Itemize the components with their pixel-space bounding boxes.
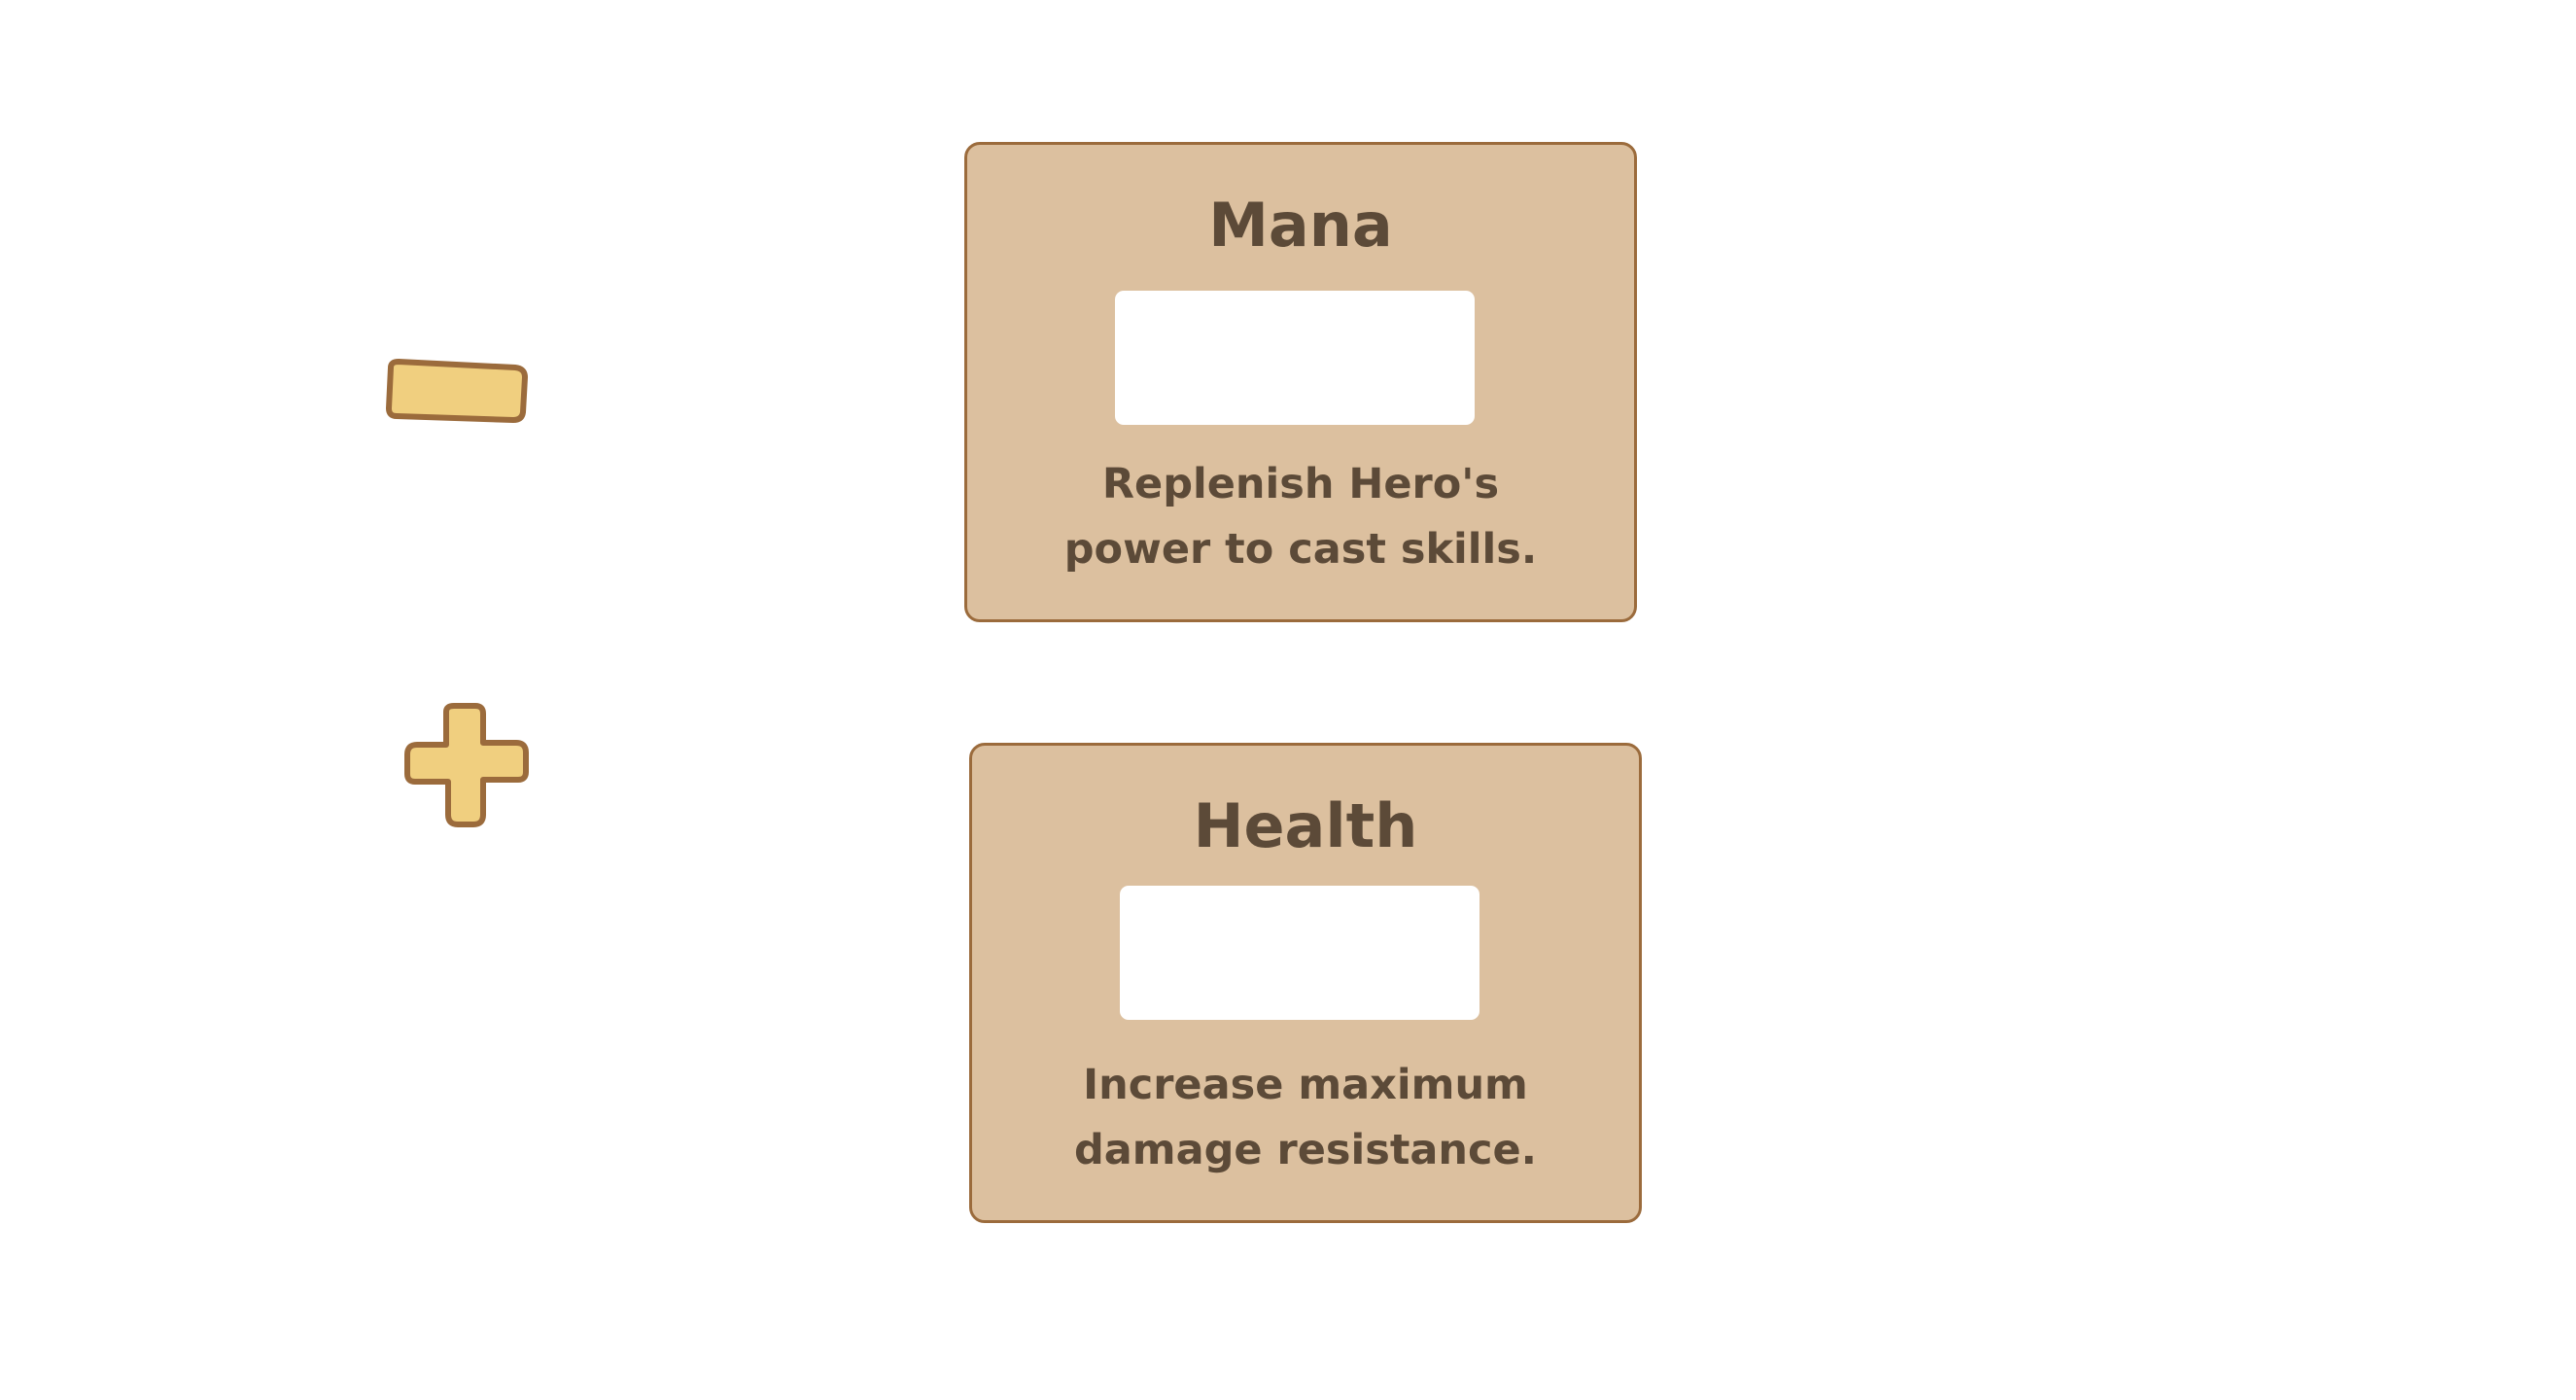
card-description-line: power to cast skills. bbox=[1063, 525, 1538, 574]
card-description-line: Increase maximum bbox=[1083, 1061, 1528, 1109]
card-title: Health bbox=[1193, 790, 1418, 861]
minus-icon[interactable] bbox=[381, 356, 533, 430]
mana-card[interactable]: Mana Replenish Hero's power to cast skil… bbox=[964, 142, 1637, 622]
card-description: Increase maximum damage resistance. bbox=[972, 1053, 1639, 1183]
card-description: Replenish Hero's power to cast skills. bbox=[967, 452, 1634, 582]
card-description-line: damage resistance. bbox=[1073, 1126, 1537, 1174]
card-title: Mana bbox=[1208, 190, 1393, 261]
health-card[interactable]: Health Increase maximum damage resistanc… bbox=[969, 743, 1642, 1223]
card-description-line: Replenish Hero's bbox=[1101, 460, 1500, 508]
plus-icon[interactable] bbox=[401, 700, 535, 832]
card-image-slot bbox=[1120, 886, 1479, 1020]
card-image-slot bbox=[1115, 291, 1475, 425]
